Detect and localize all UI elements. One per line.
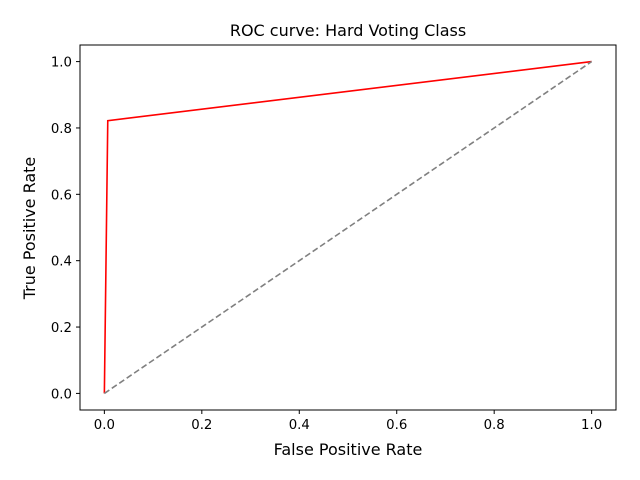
x-axis: 0.0 0.2 0.4 0.6 0.8 1.0 <box>94 410 602 433</box>
y-tick-label: 1.0 <box>51 56 72 71</box>
plot-frame <box>79 44 617 411</box>
chance-line <box>103 60 593 395</box>
x-tick-label: 1.0 <box>581 418 602 433</box>
y-axis-label: True Positive Rate <box>20 157 39 301</box>
x-tick-label: 0.0 <box>94 418 115 433</box>
x-tick-label: 0.6 <box>386 418 407 433</box>
roc-curve-line <box>103 60 592 394</box>
x-tick-label: 0.2 <box>191 418 212 433</box>
y-tick-label: 0.4 <box>51 255 72 270</box>
x-tick-label: 0.4 <box>289 418 310 433</box>
y-tick-label: 0.2 <box>51 321 72 336</box>
y-tick-label: 0.0 <box>51 387 72 402</box>
x-tick-label: 0.8 <box>484 418 505 433</box>
y-tick-label: 0.8 <box>51 122 72 137</box>
plot-area <box>103 60 593 395</box>
chart-title: ROC curve: Hard Voting Class <box>230 21 466 40</box>
y-tick-label: 0.6 <box>51 188 72 203</box>
x-axis-label: False Positive Rate <box>274 440 423 459</box>
y-axis: 0.0 0.2 0.4 0.6 0.8 1.0 <box>51 56 80 402</box>
